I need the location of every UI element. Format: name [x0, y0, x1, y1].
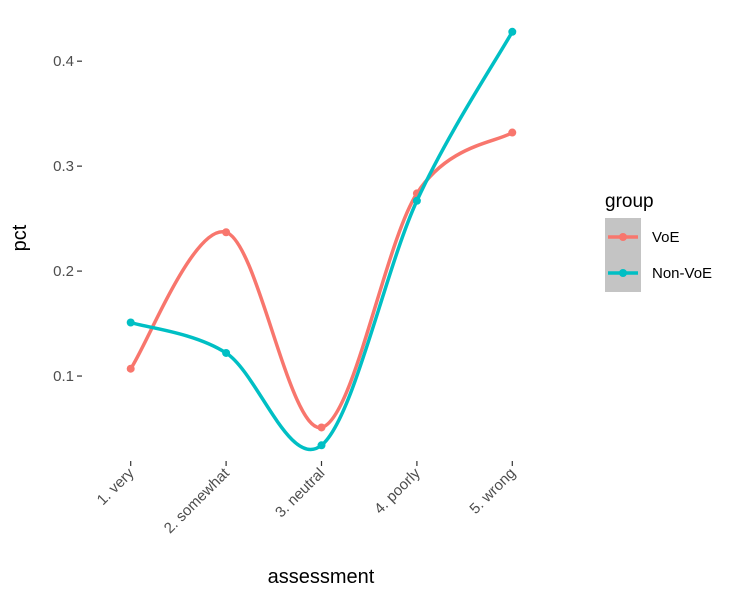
y-tick-label: 0.3 — [53, 158, 74, 175]
y-tick-label: 0.2 — [53, 263, 74, 280]
series-lines — [126, 27, 517, 451]
x-tick-label: 1. very — [94, 464, 138, 508]
y-axis: 0.1 0.2 0.3 0.4 — [53, 53, 82, 385]
data-point — [222, 348, 231, 357]
legend: group VoE Non-VoE — [605, 191, 712, 292]
x-tick-label: 5. wrong — [466, 465, 519, 518]
series-line-non-voe — [130, 30, 514, 451]
x-tick-label: 2. somewhat — [161, 464, 234, 537]
data-point — [508, 128, 517, 137]
data-point — [412, 196, 421, 205]
y-tick-label: 0.1 — [53, 368, 74, 385]
legend-key-point — [619, 269, 627, 277]
series-line-voe — [129, 131, 514, 430]
x-tick-label: 4. poorly — [371, 464, 424, 517]
data-point — [222, 228, 231, 237]
x-axis: 1. very 2. somewhat 3. neutral 4. poorly 5. … — [94, 461, 519, 537]
data-point — [126, 364, 135, 373]
x-axis-label: assessment — [268, 566, 375, 588]
data-point — [508, 27, 517, 36]
legend-label: VoE — [652, 229, 680, 246]
y-axis-label: pct — [9, 224, 31, 251]
y-tick-label: 0.4 — [53, 53, 74, 70]
data-point — [317, 423, 326, 432]
data-point — [126, 318, 135, 327]
legend-label: Non-VoE — [652, 265, 712, 282]
legend-key-point — [619, 233, 627, 241]
legend-title: group — [605, 191, 654, 212]
x-tick-label: 3. neutral — [272, 465, 328, 521]
legend-key-background — [605, 218, 641, 292]
data-point — [317, 441, 326, 450]
